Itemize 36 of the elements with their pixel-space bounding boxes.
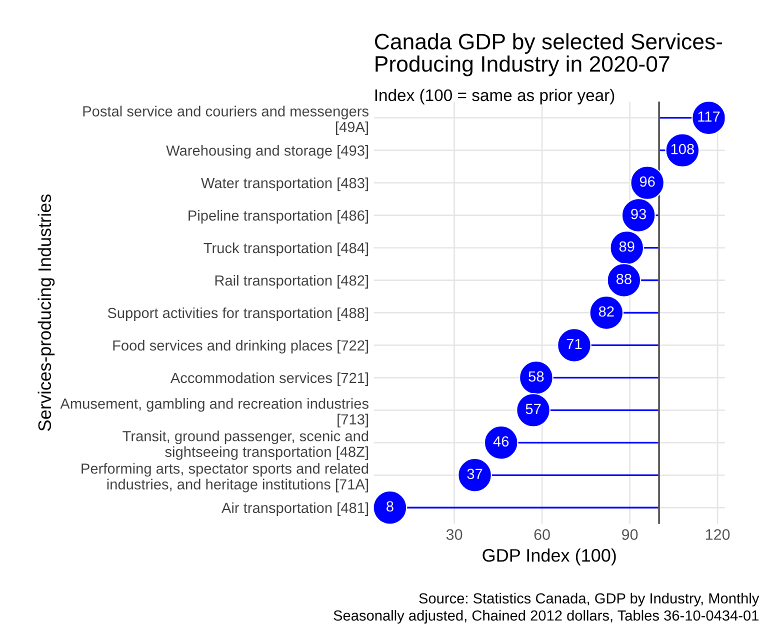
data-label: 37 [467,468,482,480]
data-label: 58 [528,371,544,382]
y-tick-label: Support activities for transportation [488] [108,307,368,322]
y-tick-label: Air transportation [481] [222,502,368,516]
data-label: 82 [598,306,614,317]
y-axis-title: Services-producing Industries [38,194,55,431]
x-tick-label: 90 [622,529,638,540]
source-note: Source: Statistics Canada, GDP by Industry, Monthly [419,592,760,606]
y-tick-label: Postal service and couriers and messengers [49A] [83,106,368,136]
y-tick-label: Accommodation services [721] [170,372,368,386]
y-tick-label: Rail transportation [482] [215,274,368,289]
y-tick-label: Warehousing and storage [493] [166,145,368,159]
chart-subtitle: Index (100 = same as prior year) [375,88,614,104]
chart-title: Canada GDP by selected Services- Producing Industry in 2020-07 [375,33,722,76]
data-label: 117 [698,112,720,122]
y-tick-label: Performing arts, spectator sports and related industries, and heritage institutions [71A] [82,463,368,492]
y-tick-label: Truck transportation [484] [204,242,368,256]
data-label: 46 [493,436,509,447]
data-label: 89 [619,241,634,252]
y-tick-label: Food services and drinking places [722] [113,340,368,354]
data-label: 93 [631,208,646,220]
data-label: 88 [616,274,632,284]
x-tick-label: 60 [534,529,550,540]
y-tick-label: Transit, ground passenger, scenic and sightseeing transportation [48Z] [122,430,368,460]
y-tick-label: Amusement, gambling and recreation industries [713] [60,398,369,428]
data-label: 57 [526,404,541,414]
x-tick-label: 30 [446,529,462,540]
data-label: 108 [671,144,694,154]
data-label: 96 [640,176,655,187]
y-tick-label: Water transportation [483] [201,178,368,192]
data-label: 71 [566,338,582,349]
data-label: 8 [386,501,394,512]
x-axis-title: GDP Index (100) [482,548,616,566]
text: Seasonally adjusted, Chained 2012 dollars, Tables 36-10-0434-01 [334,610,759,624]
x-tick-label: 120 [706,529,730,540]
y-tick-label: Pipeline transportation [486] [188,210,368,224]
